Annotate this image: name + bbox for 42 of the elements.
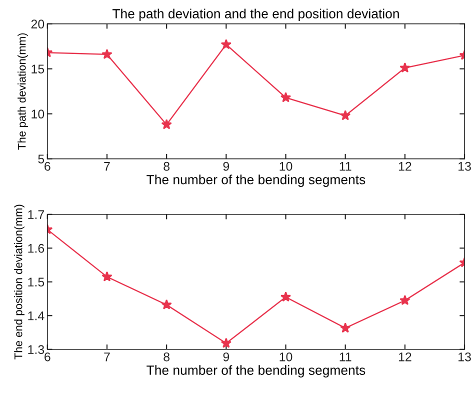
x-tick-label: 12 — [398, 162, 412, 171]
x-tick-label: 13 — [458, 352, 471, 362]
point — [220, 338, 232, 348]
x-axis-title: The number of the bending segments — [146, 365, 366, 378]
y-axis-title: The path deviation(mm) — [18, 33, 28, 150]
x-tick-label: 9 — [223, 162, 230, 171]
point — [102, 271, 112, 282]
x-tick-label: 10 — [280, 352, 292, 362]
point — [400, 62, 410, 73]
chart-title: The path deviation and the end position deviation — [112, 8, 399, 21]
y-tick-label: 20 — [31, 20, 44, 28]
x-tick-label: 8 — [164, 162, 170, 171]
x-tick-label: 7 — [104, 162, 110, 171]
x-tick-label: 8 — [164, 352, 170, 362]
y-tick-label: 10 — [32, 110, 44, 118]
point — [340, 110, 351, 120]
y-tick-label: 1.3 — [28, 345, 44, 354]
point — [280, 92, 292, 102]
point — [400, 294, 410, 306]
y-tick-label: 1.6 — [28, 244, 44, 253]
y-tick-label: 1.4 — [28, 312, 44, 320]
point — [161, 299, 172, 310]
x-tick-label: 6 — [44, 162, 50, 171]
y-tick-label: 1.5 — [28, 278, 44, 287]
x-tick-label: 12 — [398, 352, 412, 362]
x-tick-label: 6 — [44, 352, 50, 362]
x-tick-label: 9 — [223, 352, 230, 362]
x-tick-label: 11 — [340, 162, 352, 171]
y-tick-label: 1.7 — [28, 210, 44, 219]
point — [220, 38, 232, 50]
y-tick-label: 15 — [32, 64, 44, 74]
point — [161, 119, 172, 130]
x-tick-label: 7 — [104, 352, 110, 362]
x-tick-label: 11 — [340, 352, 352, 362]
x-tick-label: 13 — [458, 162, 471, 171]
point — [102, 48, 112, 60]
x-tick-label: 10 — [280, 162, 292, 171]
x-axis-title: The number of the bending segments — [146, 174, 366, 187]
point — [340, 322, 351, 333]
y-tick-label: 5 — [38, 154, 44, 164]
point — [280, 292, 292, 302]
y-axis-title: The end position deviation(mm) — [14, 204, 24, 360]
